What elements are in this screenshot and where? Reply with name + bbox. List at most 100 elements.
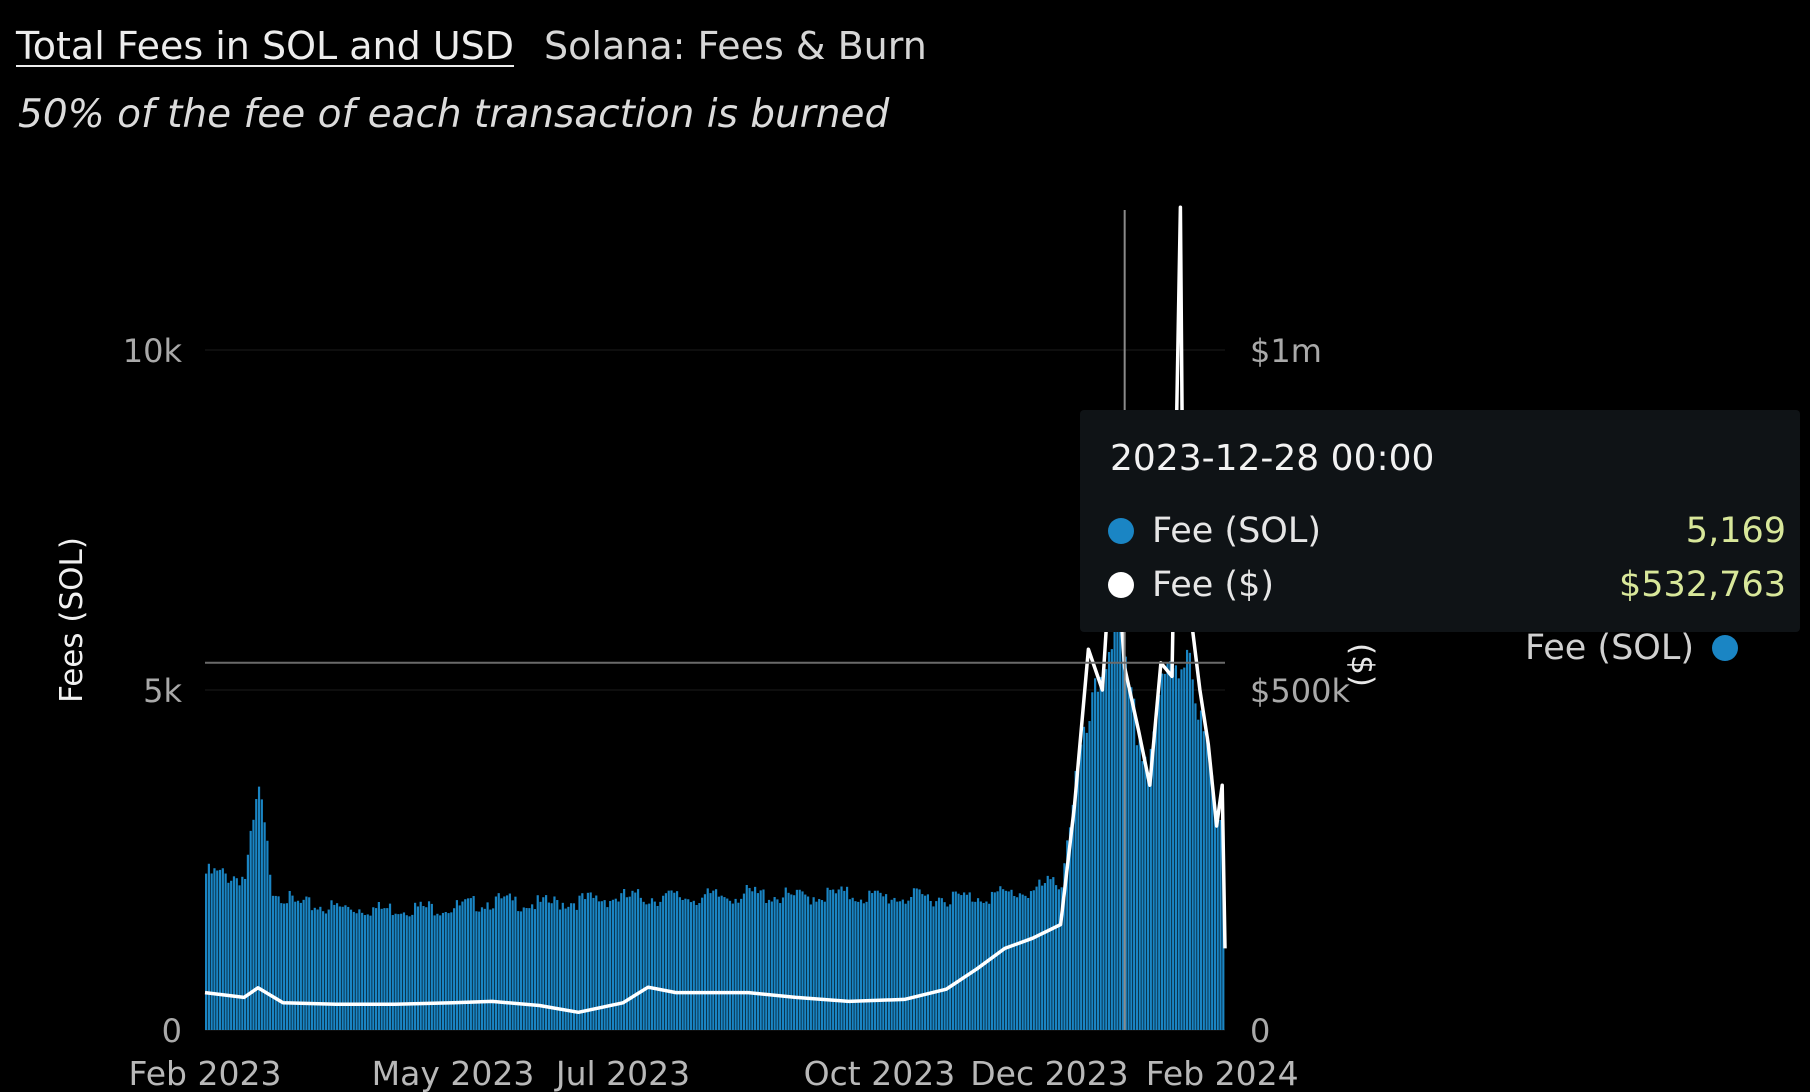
legend-item-fee-sol[interactable]: Fee (SOL)	[1525, 628, 1738, 668]
fee-sol-bar	[260, 799, 263, 1030]
fee-sol-bar	[246, 854, 249, 1030]
fee-sol-bar	[586, 892, 589, 1030]
fee-sol-bar	[1166, 663, 1169, 1030]
fee-sol-bar	[1052, 877, 1055, 1030]
fee-sol-bar	[1177, 678, 1180, 1030]
fee-sol-bar	[767, 899, 771, 1030]
fee-sol-bar	[715, 889, 718, 1030]
tooltip-row-fee-usd: Fee ($) $532,763	[1108, 562, 1786, 608]
fee-sol-bar	[815, 901, 818, 1030]
fee-sol-bar	[809, 904, 812, 1030]
fee-sol-bar	[283, 903, 286, 1030]
fee-sol-bar	[756, 893, 759, 1030]
fee-sol-bar	[650, 898, 654, 1030]
fee-sol-bar	[238, 885, 241, 1030]
fee-sol-bar	[570, 903, 573, 1030]
fee-sol-bar	[907, 900, 910, 1030]
y2-tick-label: $500k	[1250, 672, 1350, 710]
fee-sol-bar	[288, 890, 291, 1030]
y-axis-title: Fees (SOL)	[54, 537, 90, 703]
fee-sol-bar	[915, 888, 918, 1030]
fee-sol-bar	[1107, 652, 1111, 1030]
fee-sol-bar	[1074, 771, 1077, 1030]
fee-sol-bar	[361, 912, 364, 1030]
fee-sol-bar	[709, 893, 712, 1030]
fee-sol-bar	[898, 901, 902, 1030]
fee-sol-bar	[589, 892, 592, 1030]
fee-sol-bar	[319, 906, 322, 1030]
fee-sol-bar	[1116, 587, 1119, 1030]
y2-tick-label: 0	[1250, 1012, 1270, 1050]
tooltip-row-value: $532,763	[1618, 565, 1786, 605]
tooltip-date: 2023-12-28 00:00	[1110, 438, 1435, 479]
fee-sol-bar	[642, 901, 645, 1030]
fee-sol-bar	[1057, 889, 1060, 1030]
fee-sol-bar	[1194, 703, 1197, 1030]
fee-sol-bar	[366, 914, 369, 1030]
fee-sol-bar	[1205, 736, 1208, 1030]
fee-sol-bar	[999, 886, 1002, 1030]
chart-source-label: Solana: Fees & Burn	[544, 24, 927, 68]
fee-sol-bar	[781, 897, 785, 1030]
fee-sol-bar	[349, 909, 353, 1030]
fee-sol-bar	[901, 899, 904, 1030]
fee-sol-bar	[556, 900, 559, 1030]
fee-sol-bar	[848, 899, 851, 1030]
fee-sol-bar	[795, 889, 799, 1030]
fee-sol-bar	[868, 890, 871, 1030]
fee-sol-bar	[375, 908, 378, 1030]
fee-sol-bar	[266, 840, 269, 1030]
tooltip-row-label: Fee (SOL)	[1152, 511, 1321, 551]
fee-sol-bar	[416, 906, 419, 1030]
fee-sol-bar	[227, 882, 230, 1030]
fee-sol-bar	[1046, 875, 1049, 1030]
fee-sol-bar	[241, 876, 244, 1030]
fee-sol-bar	[1043, 883, 1047, 1030]
fee-sol-bar	[840, 886, 843, 1030]
tooltip-row-value: 5,169	[1685, 511, 1786, 551]
fee-sol-bar	[993, 892, 996, 1030]
fee-sol-bar	[675, 891, 679, 1030]
fee-sol-bar	[313, 907, 316, 1030]
fee-sol-bar	[310, 910, 314, 1030]
fee-sol-bar	[887, 903, 890, 1030]
fee-sol-bar	[645, 904, 648, 1030]
chart-title-link[interactable]: Total Fees in SOL and USD	[16, 24, 515, 68]
fee-sol-bar	[341, 906, 344, 1030]
hover-tooltip: 2023-12-28 00:00 Fee (SOL) 5,169 Fee ($)…	[1080, 410, 1800, 632]
fee-sol-bar	[623, 889, 626, 1030]
fee-sol-bar	[285, 903, 289, 1030]
fee-sol-bar	[575, 909, 578, 1030]
fee-sol-bar	[890, 899, 893, 1030]
fee-sol-bar	[873, 890, 877, 1030]
fee-sol-bar	[820, 900, 824, 1030]
fee-sol-bar	[1169, 661, 1172, 1030]
fee-sol-bar	[531, 904, 534, 1030]
chart-header: Total Fees in SOL and USD Solana: Fees &…	[16, 24, 927, 68]
fee-sol-bar	[606, 907, 609, 1030]
fee-sol-bar	[929, 900, 932, 1030]
fee-sol-bar	[1191, 679, 1194, 1030]
y2-axis-title: ($)	[1344, 643, 1380, 687]
fee-sol-bar	[330, 900, 333, 1030]
fee-sol-bar	[946, 906, 949, 1030]
y-tick-label: 10k	[123, 332, 183, 370]
fee-sol-bar	[539, 901, 542, 1030]
fee-sol-bar	[347, 906, 350, 1030]
fee-sol-bar	[525, 908, 528, 1030]
fee-sol-bar	[235, 878, 238, 1030]
fee-sol-bar	[1149, 748, 1152, 1030]
fee-sol-bar	[1049, 879, 1052, 1030]
fee-sol-bar	[472, 896, 475, 1030]
fee-sol-bar	[837, 889, 840, 1030]
fee-sol-bar	[1202, 731, 1205, 1030]
fee-sol-bar	[1188, 652, 1191, 1030]
fee-sol-bar	[294, 901, 297, 1030]
fee-sol-bar	[701, 897, 704, 1030]
fee-sol-bar	[845, 886, 849, 1030]
fee-sol-bar	[779, 903, 782, 1030]
fee-sol-bar	[263, 822, 266, 1030]
fee-sol-bar	[712, 890, 715, 1030]
